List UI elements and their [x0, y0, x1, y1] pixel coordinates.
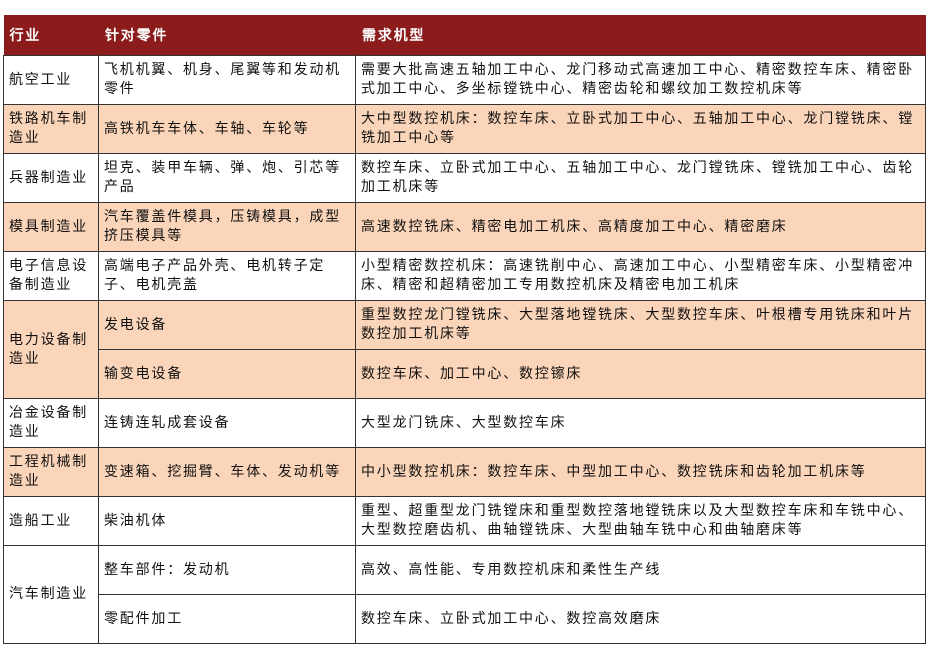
part-cell: 变速箱、挖掘臂、车体、发动机等 [98, 447, 356, 497]
industry-cell: 造船工业 [3, 496, 99, 546]
models-cell: 大中型数控机床：数控车床、立卧式加工中心、五轴加工中心、龙门镗铣床、镗铣加工中心… [355, 104, 926, 154]
part-cell: 输变电设备 [98, 349, 356, 399]
table-row: 输变电设备 数控车床、加工中心、数控镲床 [4, 349, 926, 399]
industry-table: 行业 针对零件 需求机型 航空工业 飞机机翼、机身、尾翼等和发动机零件 需要大批高速… [3, 15, 926, 644]
industry-cell: 模具制造业 [3, 202, 99, 252]
models-cell: 大型龙门铣床、大型数控车床 [355, 398, 926, 448]
models-cell: 高速数控铣床、精密电加工机床、高精度加工中心、精密磨床 [355, 202, 926, 252]
part-cell: 连铸连轧成套设备 [98, 398, 356, 448]
table-row: 冶金设备制造业 连铸连轧成套设备 大型龙门铣床、大型数控车床 [3, 398, 926, 448]
part-cell: 高铁机车车体、车轴、车轮等 [98, 104, 356, 154]
industry-cell: 汽车制造业 [3, 545, 99, 644]
models-cell: 小型精密数控机床：高速铣削中心、高速加工中心、小型精密车床、小型精密冲床、精密和… [355, 251, 926, 301]
part-cell: 柴油机体 [98, 496, 356, 546]
table-row: 航空工业 飞机机翼、机身、尾翼等和发动机零件 需要大批高速五轴加工中心、龙门移动式高… [3, 55, 926, 105]
models-cell: 重型、超重型龙门铣镗床和重型数控落地镗铣床以及大型数控车床和车铣中心、大型数控磨… [355, 496, 926, 546]
part-cell: 汽车覆盖件模具，压铸模具，成型挤压模具等 [98, 202, 356, 252]
industry-cell: 工程机械制造业 [3, 447, 99, 497]
header-row: 行业 针对零件 需求机型 [3, 15, 926, 56]
models-cell: 重型数控龙门镗铣床、大型落地镗铣床、大型数控车床、叶根槽专用铣床和叶片数控加工机… [355, 300, 926, 350]
models-cell: 需要大批高速五轴加工中心、龙门移动式高速加工中心、精密数控车床、精密卧式加工中心… [355, 55, 926, 105]
industry-cell: 冶金设备制造业 [3, 398, 99, 448]
table-row: 汽车制造业 整车部件：发动机 高效、高性能、专用数控机床和柔性生产线 [3, 545, 926, 644]
industry-cell: 兵器制造业 [3, 153, 99, 203]
industry-cell: 电子信息设备制造业 [3, 251, 99, 301]
industry-cell: 铁路机车制造业 [3, 104, 99, 154]
industry-cell: 航空工业 [3, 55, 99, 105]
part-cell: 坦克、装甲车辆、弹、炮、引芯等产品 [98, 153, 356, 203]
industry-cell: 电力设备制造业 [3, 300, 99, 399]
models-cell: 中小型数控机床：数控车床、中型加工中心、数控铣床和齿轮加工机床等 [355, 447, 926, 497]
part-cell: 高端电子产品外壳、电机转子定子、电机壳盖 [98, 251, 356, 301]
table-row: 铁路机车制造业 高铁机车车体、车轴、车轮等 大中型数控机床：数控车床、立卧式加工中心… [3, 104, 926, 154]
models-cell: 高效、高性能、专用数控机床和柔性生产线 [355, 545, 926, 595]
table-row: 造船工业 柴油机体 重型、超重型龙门铣镗床和重型数控落地镗铣床以及大型数控车床和车铣… [3, 496, 926, 546]
header-cell: 行业 [3, 15, 99, 56]
table-row: 零配件加工 数控车床、立卧式加工中心、数控高效磨床 [4, 594, 926, 644]
part-cell: 发电设备 [98, 300, 356, 350]
models-cell: 数控车床、加工中心、数控镲床 [355, 349, 926, 399]
table-row: 工程机械制造业 变速箱、挖掘臂、车体、发动机等 中小型数控机床：数控车床、中型加工中… [3, 447, 926, 497]
header-cell: 需求机型 [355, 15, 926, 56]
table-wrap: 行业 针对零件 需求机型 航空工业 飞机机翼、机身、尾翼等和发动机零件 需要大批高速… [3, 15, 926, 644]
part-cell: 整车部件：发动机 [98, 545, 356, 595]
table-row: 电子信息设备制造业 高端电子产品外壳、电机转子定子、电机壳盖 小型精密数控机床：高速… [3, 251, 926, 301]
part-cell: 飞机机翼、机身、尾翼等和发动机零件 [98, 55, 356, 105]
part-cell: 零配件加工 [98, 594, 356, 644]
header-cell: 针对零件 [98, 15, 356, 56]
table-row: 电力设备制造业 发电设备 重型数控龙门镗铣床、大型落地镗铣床、大型数控车床、叶根槽专… [3, 300, 926, 399]
models-cell: 数控车床、立卧式加工中心、数控高效磨床 [355, 594, 926, 644]
table-row: 兵器制造业 坦克、装甲车辆、弹、炮、引芯等产品 数控车床、立卧式加工中心、五轴加工中… [3, 153, 926, 203]
table-body: 航空工业 飞机机翼、机身、尾翼等和发动机零件 需要大批高速五轴加工中心、龙门移动式高… [3, 55, 926, 644]
table-row: 模具制造业 汽车覆盖件模具，压铸模具，成型挤压模具等 高速数控铣床、精密电加工机床、… [3, 202, 926, 252]
models-cell: 数控车床、立卧式加工中心、五轴加工中心、龙门镗铣床、镗铣加工中心、齿轮加工机床等 [355, 153, 926, 203]
